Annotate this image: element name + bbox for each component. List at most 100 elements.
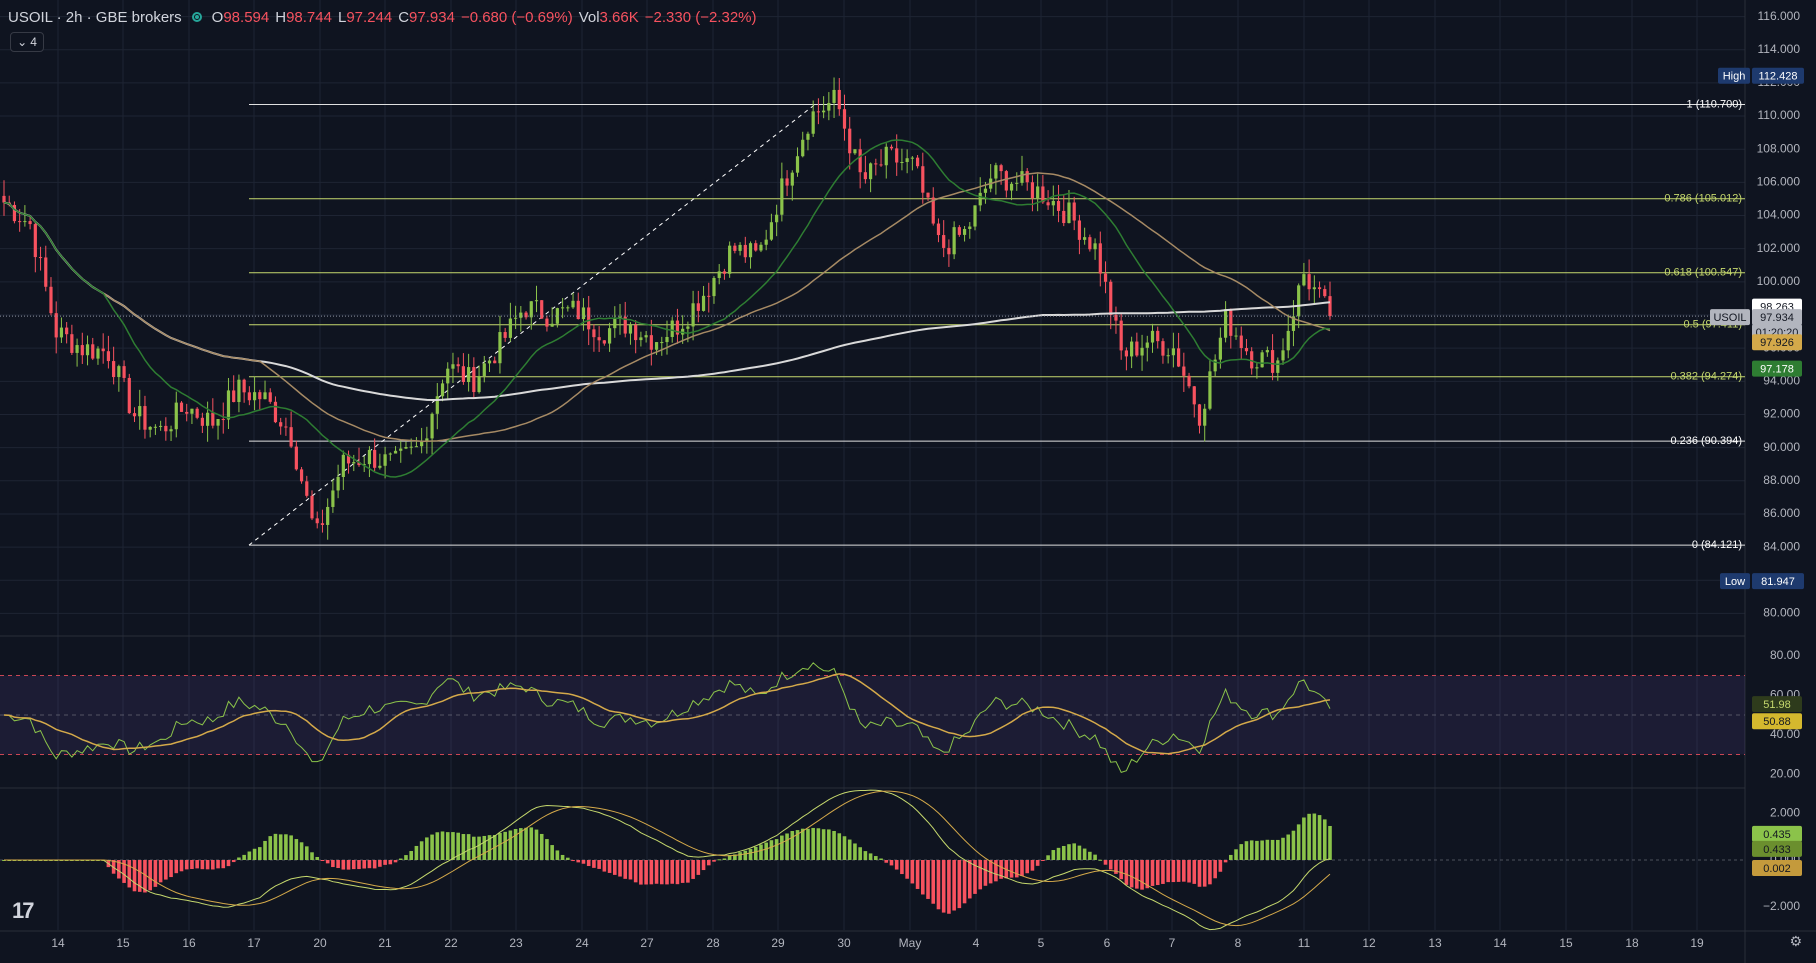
candle-body[interactable] (514, 317, 518, 319)
candle-body[interactable] (252, 392, 257, 401)
candle-body[interactable] (1051, 200, 1055, 206)
candle-body[interactable] (503, 332, 507, 338)
candle-body[interactable] (1093, 243, 1097, 250)
candle-body[interactable] (404, 447, 408, 449)
candle-body[interactable] (23, 221, 27, 223)
candle-body[interactable] (44, 257, 48, 287)
candle-body[interactable] (848, 128, 852, 154)
candle-body[interactable] (1124, 350, 1129, 357)
candle-body[interactable] (926, 192, 930, 198)
candle-body[interactable] (983, 188, 988, 193)
candle-body[interactable] (1239, 335, 1243, 349)
candle-body[interactable] (1270, 350, 1275, 373)
candle-body[interactable] (879, 164, 883, 166)
candle-body[interactable] (148, 426, 152, 430)
candle-body[interactable] (1171, 348, 1175, 356)
candle-body[interactable] (487, 360, 492, 364)
candle-body[interactable] (1182, 366, 1186, 376)
candle-body[interactable] (931, 197, 935, 224)
candle-body[interactable] (1015, 182, 1019, 184)
candle-body[interactable] (775, 214, 779, 223)
candle-body[interactable] (38, 257, 43, 259)
candle-body[interactable] (326, 506, 330, 525)
candle-body[interactable] (383, 454, 387, 466)
settings-gear-icon[interactable]: ⚙ (1789, 934, 1802, 950)
candle-body[interactable] (1286, 330, 1290, 351)
candle-body[interactable] (1276, 360, 1280, 373)
candle-body[interactable] (96, 348, 100, 359)
candle-body[interactable] (75, 345, 79, 353)
candle-body[interactable] (1067, 202, 1071, 224)
candle-body[interactable] (195, 408, 199, 418)
candle-body[interactable] (895, 148, 899, 163)
candle-body[interactable] (1020, 171, 1024, 183)
candle-body[interactable] (994, 165, 998, 179)
candle-body[interactable] (179, 402, 184, 412)
candle-body[interactable] (1260, 352, 1264, 368)
candle-body[interactable] (889, 146, 894, 149)
candle-body[interactable] (759, 244, 763, 251)
candle-body[interactable] (654, 342, 659, 350)
candle-body[interactable] (1281, 350, 1285, 361)
candle-body[interactable] (1297, 285, 1301, 317)
candle-body[interactable] (571, 300, 575, 308)
candle-body[interactable] (263, 392, 267, 400)
candle-body[interactable] (968, 226, 972, 229)
candle-body[interactable] (190, 408, 194, 414)
candle-body[interactable] (472, 367, 476, 393)
candle-body[interactable] (258, 392, 262, 400)
candle-body[interactable] (1291, 316, 1296, 331)
candle-body[interactable] (1208, 371, 1212, 409)
candle-body[interactable] (764, 239, 768, 245)
candle-body[interactable] (1156, 330, 1160, 342)
candle-body[interactable] (12, 204, 17, 222)
candle-body[interactable] (28, 221, 32, 225)
ma-fast-line[interactable] (3, 139, 1331, 478)
candle-body[interactable] (597, 337, 601, 341)
candle-body[interactable] (717, 271, 721, 278)
candle-body[interactable] (409, 446, 413, 448)
candle-body[interactable] (226, 390, 231, 420)
candle-body[interactable] (1098, 243, 1102, 274)
candle-body[interactable] (18, 221, 22, 223)
candle-body[interactable] (414, 446, 419, 448)
tradingview-logo[interactable]: 17 (12, 898, 35, 923)
candle-body[interactable] (1109, 281, 1113, 315)
candle-body[interactable] (331, 490, 335, 507)
candle-body[interactable] (754, 243, 758, 251)
candle-body[interactable] (978, 192, 982, 206)
candle-body[interactable] (550, 323, 554, 327)
candle-body[interactable] (446, 368, 450, 384)
candle-body[interactable] (816, 111, 820, 113)
candle-body[interactable] (728, 245, 732, 274)
candle-body[interactable] (639, 337, 643, 341)
candle-body[interactable] (1041, 186, 1045, 203)
candle-body[interactable] (310, 495, 314, 519)
candle-body[interactable] (1025, 171, 1029, 183)
candle-body[interactable] (1218, 337, 1222, 360)
candle-body[interactable] (1119, 320, 1123, 351)
candle-body[interactable] (1213, 359, 1217, 372)
candle-body[interactable] (1083, 237, 1087, 240)
candle-body[interactable] (357, 462, 361, 466)
candle-body[interactable] (701, 295, 706, 311)
candle-body[interactable] (294, 446, 298, 470)
candle-body[interactable] (1197, 404, 1202, 426)
candle-body[interactable] (373, 449, 377, 468)
candle-body[interactable] (623, 316, 627, 334)
candle-body[interactable] (200, 417, 204, 426)
candle-body[interactable] (1328, 296, 1332, 317)
candle-body[interactable] (508, 318, 512, 338)
candle-body[interactable] (832, 89, 836, 103)
candle-body[interactable] (863, 172, 867, 180)
candle-body[interactable] (1244, 348, 1249, 352)
candle-body[interactable] (942, 235, 946, 248)
candle-body[interactable] (1234, 335, 1238, 337)
candle-body[interactable] (320, 523, 325, 525)
candle-body[interactable] (346, 454, 351, 464)
candle-body[interactable] (467, 367, 471, 383)
candle-body[interactable] (112, 361, 116, 378)
candle-body[interactable] (628, 325, 633, 334)
candle-body[interactable] (211, 412, 215, 426)
candle-body[interactable] (1140, 347, 1144, 356)
